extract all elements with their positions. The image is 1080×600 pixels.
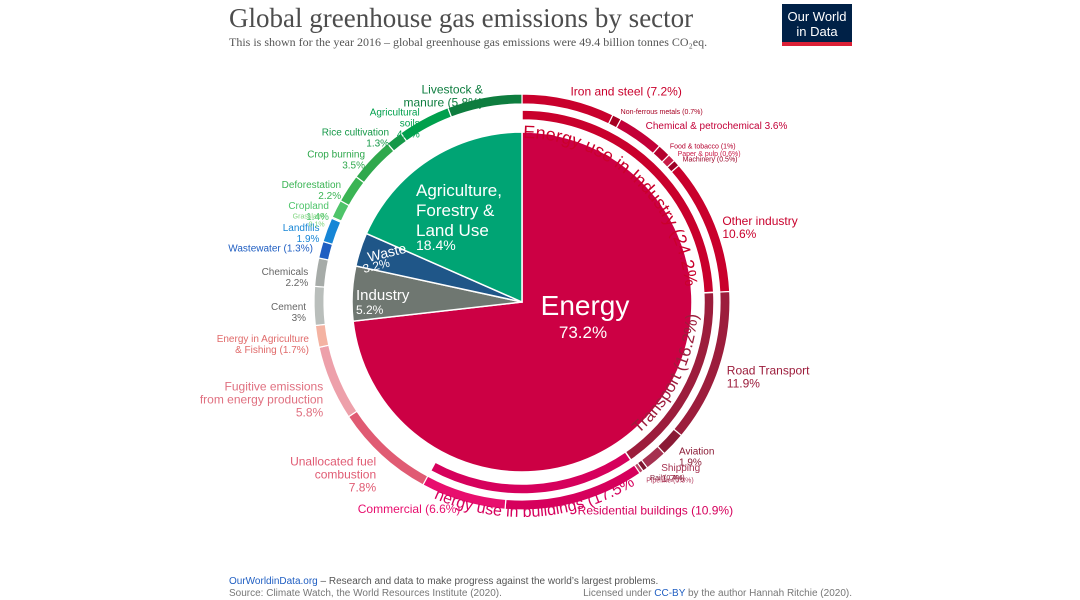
inner-pie xyxy=(351,131,693,473)
footer-tagline: – Research and data to make progress aga… xyxy=(318,576,659,587)
label-energy: Energy xyxy=(541,290,630,321)
band-chemicals[interactable] xyxy=(313,257,330,288)
label-rice-cultivation: Rice cultivation 1.3% xyxy=(322,128,389,150)
band-deforestation[interactable] xyxy=(339,175,365,207)
outer-ring xyxy=(313,93,731,511)
label-paper-and-pulp: Paper & pulp (0.6%) xyxy=(678,151,741,158)
label-iron-and-steel: Iron and steel (7.2%) xyxy=(570,85,681,99)
middle-ring xyxy=(429,109,715,495)
license-prefix: Licensed under xyxy=(583,588,654,599)
owid-logo[interactable]: Our World in Data xyxy=(782,4,852,46)
label-afolu-line2: Forestry & xyxy=(416,201,495,220)
label-industry: Industry xyxy=(356,287,410,304)
slice-agriculture-forestry-and-land-use[interactable] xyxy=(365,131,523,304)
logo-line1: Our World xyxy=(788,9,847,24)
label-unallocated-fuel-combustion: Unallocated fuel combustion 7.8% xyxy=(290,454,376,494)
band-cement[interactable] xyxy=(313,285,326,327)
chart-subtitle: This is shown for the year 2016 – global… xyxy=(229,35,707,49)
label-waste-pct: 3.2% xyxy=(361,256,391,276)
label-non-ferrous-metals: Non-ferrous metals (0.7%) xyxy=(621,109,703,116)
label-livestock-and-manure: Livestock & manure (5.8%) xyxy=(403,83,482,110)
band-livestock-and-manure[interactable] xyxy=(447,93,523,118)
band-energy-use-in-buildings[interactable] xyxy=(429,450,632,495)
logo-bar xyxy=(782,42,852,46)
label-deforestation: Deforestation 2.2% xyxy=(282,180,342,202)
label-food-and-tobacco: Food & tobacco (1%) xyxy=(670,144,736,151)
label-cement: Cement 3% xyxy=(271,302,306,324)
label-rail: Rail (0.4%) xyxy=(650,475,685,482)
footer-site-link[interactable]: OurWorldinData.org xyxy=(229,576,318,587)
label-afolu-pct: 18.4% xyxy=(416,237,456,253)
label-fugitive-emissions-from-energy-production: Fugitive emissions from energy production… xyxy=(200,380,324,420)
footer-license: Licensed under CC-BY by the author Hanna… xyxy=(583,588,852,599)
label-landfills: Landfills 1.9% xyxy=(283,223,320,245)
label-residential-buildings: Residential buildings (10.9%) xyxy=(578,504,733,518)
label-agricultural-soils: Agricultural soils 4.1% xyxy=(370,108,420,141)
label-machinery: Machinery (0.5%) xyxy=(683,157,738,164)
label-afolu-line3: Land Use xyxy=(416,221,489,240)
band-fugitive-emissions-from-energy-production[interactable] xyxy=(318,344,358,418)
label-chemical-and-petrochemical: Chemical & petrochemical 3.6% xyxy=(646,121,788,132)
band-energy-in-agriculture-and-fishing[interactable] xyxy=(314,323,330,349)
license-suffix: by the author Hannah Ritchie (2020). xyxy=(685,588,852,599)
label-commercial: Commercial (6.6%) xyxy=(358,502,461,516)
label-aviation: Aviation 1.9% xyxy=(679,446,714,468)
label-chemicals: Chemicals 2.2% xyxy=(262,267,309,289)
logo-line2: in Data xyxy=(796,24,838,39)
label-industry-pct: 5.2% xyxy=(356,303,384,317)
logo-background xyxy=(782,4,852,42)
label-wastewater: Wastewater (1.3%) xyxy=(228,244,313,255)
footer-line1: OurWorldinData.org – Research and data t… xyxy=(229,576,658,587)
label-other-industry: Other industry 10.6% xyxy=(722,214,797,241)
label-cropland: Cropland 1.4% xyxy=(288,201,329,223)
label-crop-burning: Crop burning 3.5% xyxy=(307,150,365,172)
label-pipeline: Pipeline (0.3%) xyxy=(646,478,693,485)
footer-source: Source: Climate Watch, the World Resourc… xyxy=(229,588,502,599)
label-shipping: Shipping 1.7% xyxy=(661,463,700,485)
label-energy-pct: 73.2% xyxy=(559,323,607,342)
chart-title: Global greenhouse gas emissions by secto… xyxy=(229,3,693,33)
label-energy-in-agriculture-and-fishing: Energy in Agriculture & Fishing (1.7%) xyxy=(217,334,310,356)
license-link[interactable]: CC-BY xyxy=(654,588,685,599)
label-afolu-line1: Agriculture, xyxy=(416,181,502,200)
label-road-transport: Road Transport 11.9% xyxy=(727,364,810,391)
label-grassland: Grassland 0.1% xyxy=(293,213,325,228)
